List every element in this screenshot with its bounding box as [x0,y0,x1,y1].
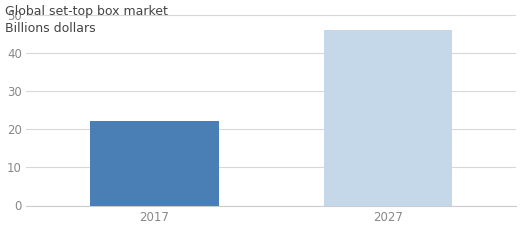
Bar [90,122,219,206]
Bar [324,30,452,206]
Text: Global set-top box market
Billions dollars: Global set-top box market Billions dolla… [5,5,168,35]
